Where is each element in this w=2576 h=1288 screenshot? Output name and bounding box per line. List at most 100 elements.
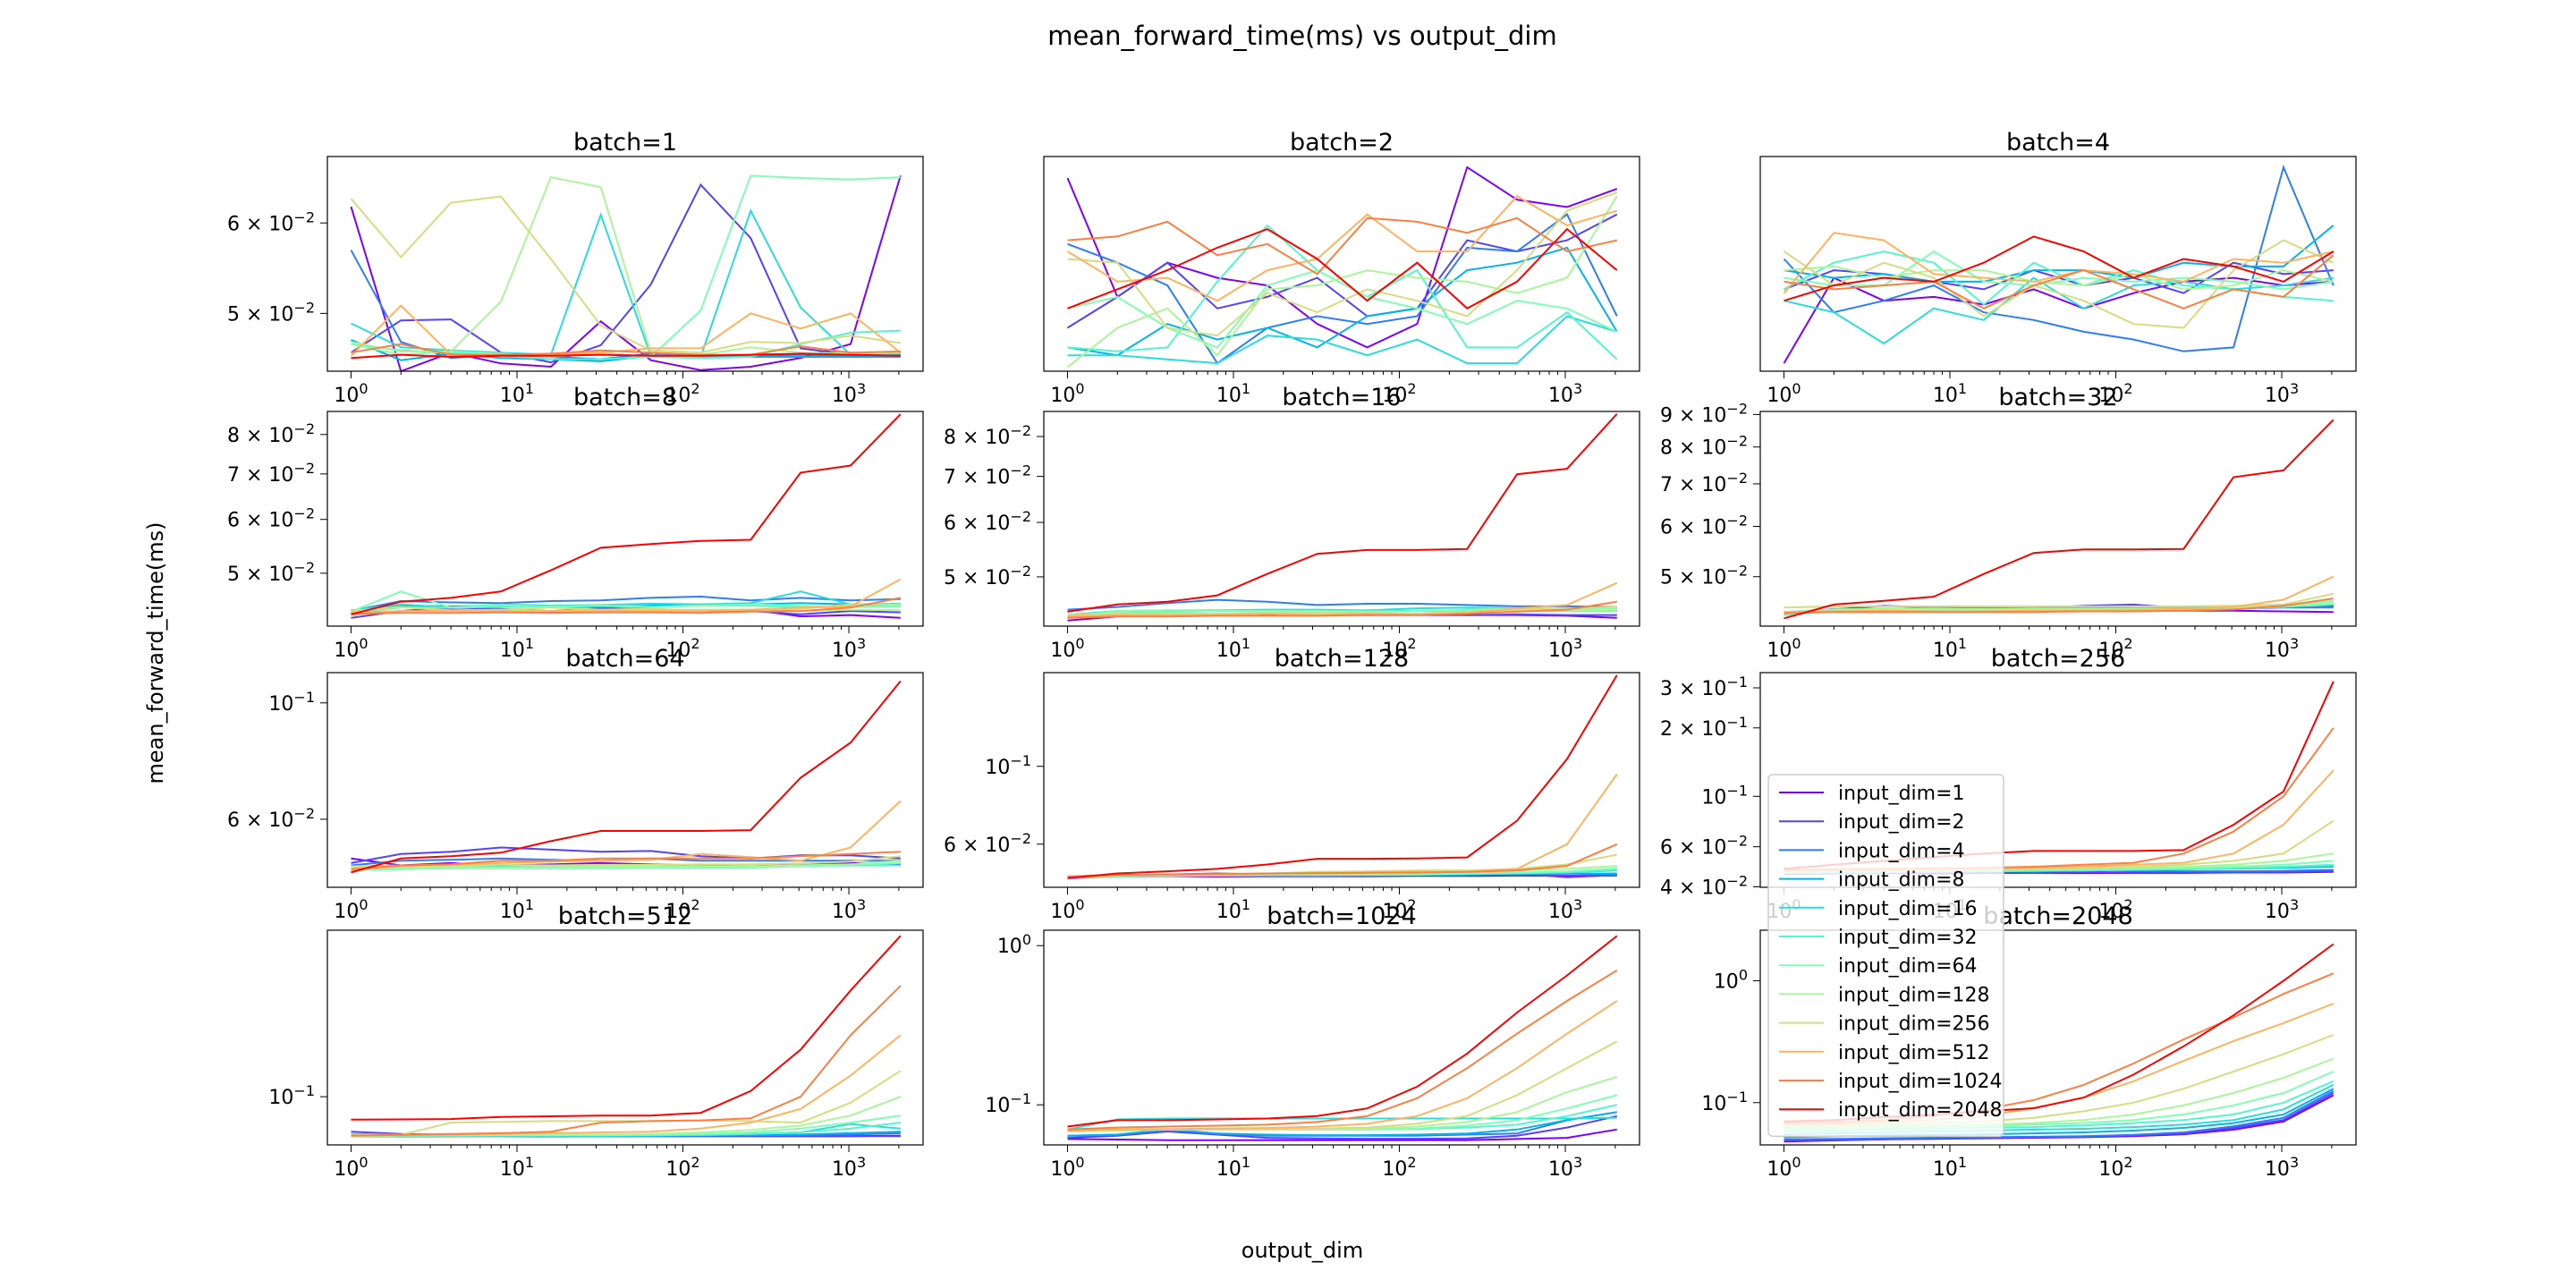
y-tick-label: 7 × 10−2 [944, 462, 1031, 489]
series-line-input_dim-256 [350, 195, 901, 354]
series-line-input_dim-1024 [351, 985, 902, 1137]
y-tick-label: 6 × 10−2 [1660, 833, 1748, 860]
x-tick-label: 102 [1382, 896, 1416, 923]
series-line-input_dim-2048 [1067, 935, 1618, 1128]
series-line-input_dim-128 [351, 860, 901, 869]
x-tick-label: 103 [1548, 635, 1582, 662]
x-tick-label: 101 [1933, 635, 1967, 662]
series-group [350, 174, 902, 371]
x-tick-label: 100 [1050, 896, 1084, 923]
series-line-input_dim-4 [1067, 598, 1617, 611]
series-line-input_dim-2048 [351, 413, 902, 615]
series-line-input_dim-512 [351, 578, 902, 614]
y-tick-label: 10−1 [985, 1090, 1031, 1117]
x-tick-label: 101 [500, 896, 534, 923]
series-group [351, 935, 902, 1138]
series-line-input_dim-1 [350, 175, 902, 371]
figure-suptitle: mean_forward_time(ms) vs output_dim [1047, 21, 1557, 51]
axes-frame [1759, 672, 2357, 888]
series-line-input_dim-16 [351, 208, 901, 359]
series-line-input_dim-512 [1784, 575, 2334, 614]
series-line-input_dim-1024 [1784, 597, 2334, 614]
y-tick-label: 8 × 10−2 [944, 422, 1031, 449]
series-line-input_dim-2 [1066, 213, 1618, 329]
y-tick-label: 8 × 10−2 [227, 420, 315, 447]
legend-entry: input_dim=32 [1838, 927, 1978, 949]
subplot-title: batch=1 [573, 129, 677, 157]
x-tick-label: 103 [1548, 380, 1582, 407]
x-tick-label: 102 [1382, 1154, 1416, 1181]
series-group [351, 413, 902, 619]
x-tick-label: 101 [1933, 380, 1967, 407]
series-line-input_dim-512 [1067, 581, 1618, 618]
y-tick-label: 9 × 10−2 [1660, 400, 1748, 427]
x-tick-label: 101 [1216, 896, 1250, 923]
x-tick-label: 103 [832, 380, 866, 407]
x-tick-label: 100 [1767, 1154, 1801, 1181]
series-line-input_dim-1024 [1784, 254, 2334, 309]
y-tick-label: 10−1 [1701, 1089, 1748, 1115]
y-tick-label: 10−1 [268, 689, 315, 716]
x-tick-label: 102 [665, 635, 699, 662]
series-line-input_dim-64 [351, 174, 901, 359]
subplot-batch-8: batch=8 100 101 102 103 5 × 10−2 6 × 10−2 7 × 1… [227, 384, 924, 662]
series-line-input_dim-512 [1066, 194, 1618, 302]
axes-frame [326, 929, 924, 1146]
series-line-input_dim-2 [350, 182, 901, 364]
subplot-batch-64: batch=64 100 101 102 103 6 × 10−2 10−1 [227, 645, 924, 923]
series-line-input_dim-256 [1783, 239, 2334, 329]
y-tick-label: 10−1 [985, 752, 1031, 779]
series-line-input_dim-512 [1067, 773, 1618, 878]
legend: input_dim=1 input_dim=2 input_dim=4 input_d… [1767, 774, 2004, 1138]
series-line-input_dim-4 [350, 250, 901, 360]
x-tick-label: 100 [334, 380, 368, 407]
axes-frame [1043, 156, 1640, 372]
series-line-input_dim-2048 [351, 352, 901, 360]
x-tick-label: 102 [665, 896, 699, 923]
series-line-input_dim-4 [1067, 213, 1618, 365]
series-line-input_dim-256 [1784, 592, 2334, 609]
y-tick-label: 6 × 10−2 [944, 508, 1031, 535]
series-line-input_dim-2048 [1067, 413, 1618, 613]
series-line-input_dim-2048 [351, 680, 902, 874]
x-tick-label: 100 [334, 896, 368, 923]
series-line-input_dim-256 [1067, 191, 1618, 337]
subplot-title: batch=1024 [1267, 902, 1417, 930]
y-tick-label: 6 × 10−2 [227, 505, 315, 532]
x-tick-label: 102 [2098, 896, 2132, 923]
x-tick-label: 100 [1050, 380, 1084, 407]
legend-entry: input_dim=512 [1838, 1042, 1990, 1064]
y-tick-label: 6 × 10−2 [227, 208, 315, 235]
x-tick-label: 102 [665, 380, 699, 407]
series-line-input_dim-256 [351, 1070, 902, 1136]
legend-entry: input_dim=128 [1838, 984, 1990, 1006]
y-tick-label: 5 × 10−2 [1660, 563, 1748, 589]
subplot-title: batch=128 [1275, 645, 1409, 673]
subplot-batch-256: batch=2561001011021034 × 10−26 × 10−210−… [1660, 645, 2357, 923]
axes-frame [1759, 156, 2357, 372]
x-tick-label: 100 [1767, 635, 1801, 662]
legend-entry: input_dim=2 [1838, 811, 1965, 834]
subplot-batch-512: batch=512 100 101 102 103 10−1 [268, 902, 924, 1181]
series-line-input_dim-64 [1067, 269, 1618, 349]
subplot-title: batch=256 [1991, 645, 2125, 673]
y-tick-label: 2 × 10−1 [1660, 714, 1748, 741]
subplot-batch-1: batch=1 100 101 102 103 5 × 10−2 6 × 10−2 [227, 129, 924, 407]
subplot-batch-1024: batch=1024 100 101 102 103 10−1 100 [985, 902, 1640, 1181]
legend-entry: input_dim=256 [1838, 1013, 1990, 1036]
series-line-input_dim-1024 [1067, 969, 1618, 1131]
x-tick-label: 102 [665, 1154, 699, 1181]
x-tick-label: 103 [832, 1154, 866, 1181]
legend-entry: input_dim=64 [1838, 955, 1978, 978]
subplot-batch-2048: batch=2048 100 101 102 103 10−1 100 [1701, 902, 2357, 1181]
subplot-title: batch=8 [573, 384, 677, 411]
series-line-input_dim-256 [1067, 606, 1617, 616]
series-line-input_dim-512 [1067, 1000, 1618, 1131]
x-tick-label: 101 [1216, 380, 1250, 407]
x-tick-label: 103 [2265, 896, 2299, 923]
series-line-input_dim-1024 [351, 597, 901, 615]
legend-box [1767, 774, 2004, 1138]
series-group [1066, 165, 1618, 369]
x-tick-label: 103 [2265, 635, 2299, 662]
